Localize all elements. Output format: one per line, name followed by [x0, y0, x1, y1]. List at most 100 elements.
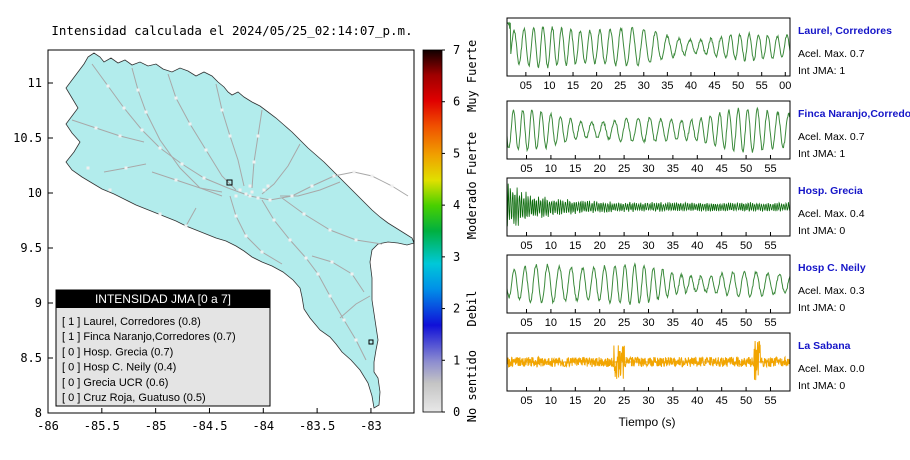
waveform-tick-label: 10 — [543, 80, 555, 92]
waveform-trace — [506, 262, 791, 305]
waveform-tick-label: 45 — [716, 395, 728, 407]
waveform-tick-label: 35 — [667, 240, 679, 252]
station-int-jma: Int JMA: 1 — [798, 148, 845, 160]
station-acel-max: Acel. Max. 0.3 — [798, 285, 865, 297]
waveform-tick-label: 50 — [740, 240, 752, 252]
waveform-panel: 05 10 15 20 25 30 35 40 45 50 55 La Sabana Acel. Max… — [506, 332, 865, 407]
waveform-tick-label: 35 — [661, 80, 673, 92]
colorbar-tick-label: 7 — [453, 43, 460, 57]
waveform-tick-label: 15 — [569, 317, 581, 329]
station-int-jma: Int JMA: 0 — [798, 225, 845, 237]
colorbar-tick-label: 1 — [453, 353, 460, 367]
station-name: La Sabana — [798, 340, 851, 352]
waveform-tick-label: 10 — [545, 163, 557, 175]
waveform-tick-label: 20 — [594, 163, 606, 175]
map-x-tick-label: -84.5 — [191, 419, 227, 433]
station-acel-max: Acel. Max. 0.7 — [798, 48, 865, 60]
station-name: Hosp C. Neily — [798, 262, 866, 274]
waveform-tick-label: 55 — [764, 240, 776, 252]
waveform-tick-label: 20 — [590, 80, 602, 92]
waveform-tick-label: 40 — [685, 80, 697, 92]
colorbar-tick-label: 5 — [453, 146, 460, 160]
waveform-frame — [506, 17, 791, 77]
colorbar-category-label: Fuerte — [465, 132, 479, 175]
colorbar-gradient — [422, 49, 443, 413]
map-x-tick-label: -83 — [360, 419, 382, 433]
waveform-tick-label: 30 — [642, 395, 654, 407]
waveform-tick-label: 05 — [520, 317, 532, 329]
map-x-tick-label: -85 — [145, 419, 167, 433]
map-y-axis: 11 10.5 10 9.5 9 8.5 8 — [13, 76, 53, 420]
waveform-tick-label: 40 — [691, 163, 703, 175]
waveform-tick-label: 15 — [569, 395, 581, 407]
waveform-tick-label: 10 — [545, 240, 557, 252]
intensity-colorbar: 0 1 2 3 4 5 6 7 No sentido Debil Moderado Fuerte Mu… — [422, 40, 479, 422]
waveform-tick-label: 05 — [520, 395, 532, 407]
waveform-panels: 05 10 15 20 25 30 35 40 45 50 55 00 Laurel, Corredor… — [506, 17, 910, 407]
map-y-tick-label: 10 — [28, 186, 42, 200]
colorbar-category-label: Debil — [465, 291, 479, 327]
map-y-tick-label: 9.5 — [20, 241, 42, 255]
station-acel-max: Acel. Max. 0.4 — [798, 208, 865, 220]
waveform-tick-label: 45 — [708, 80, 720, 92]
colorbar-category-label: Muy Fuerte — [465, 40, 479, 112]
waveform-trace — [506, 21, 791, 69]
map-y-tick-label: 10.5 — [13, 131, 42, 145]
colorbar-category-label: No sentido — [465, 350, 479, 422]
waveform-tick-label: 45 — [716, 317, 728, 329]
map-title: Intensidad calculada el 2024/05/25_02:14… — [51, 23, 412, 38]
colorbar-tick-label: 2 — [453, 302, 460, 316]
waveform-tick-label: 55 — [764, 317, 776, 329]
waveform-tick-label: 15 — [569, 240, 581, 252]
waveform-tick-label: 50 — [740, 163, 752, 175]
station-marker — [368, 339, 374, 345]
waveform-tick-label: 25 — [618, 240, 630, 252]
station-int-jma: Int JMA: 1 — [798, 65, 845, 77]
waveform-tick-label: 25 — [618, 395, 630, 407]
waveform-tick-label: 10 — [545, 317, 557, 329]
waveform-tick-label: 45 — [716, 163, 728, 175]
station-acel-max: Acel. Max. 0.7 — [798, 131, 865, 143]
map-x-tick-label: -83.5 — [299, 419, 335, 433]
legend-item: [ 0 ] Hosp. Grecia (0.7) — [62, 346, 173, 358]
colorbar-category-label: Moderado — [465, 181, 479, 239]
waveform-tick-label: 00 — [779, 80, 791, 92]
waveform-tick-label: 40 — [691, 240, 703, 252]
waveform-tick-label: 35 — [667, 163, 679, 175]
colorbar-tick-label: 3 — [453, 250, 460, 264]
legend-item: [ 1 ] Finca Naranjo,Corredores (0.7) — [62, 331, 236, 343]
costa-rica-land — [65, 52, 415, 409]
waveform-panel: 05 10 15 20 25 30 35 40 45 50 55 Finca Naranjo,Corr… — [506, 100, 910, 175]
waveform-tick-label: 45 — [716, 240, 728, 252]
waveform-tick-label: 30 — [638, 80, 650, 92]
waveform-panel: 05 10 15 20 25 30 35 40 45 50 55 Hosp. Grecia Acel. … — [506, 177, 865, 252]
waveform-tick-label: 05 — [520, 240, 532, 252]
waveform-trace — [506, 340, 791, 381]
waveform-panel: 05 10 15 20 25 30 35 40 45 50 55 Hosp C. Neily Acel.… — [506, 254, 866, 329]
map-y-tick-label: 8 — [35, 406, 42, 420]
colorbar-tick-label: 6 — [453, 95, 460, 109]
waveform-tick-label: 40 — [691, 395, 703, 407]
waveform-tick-label: 25 — [614, 80, 626, 92]
waveform-panel: 05 10 15 20 25 30 35 40 45 50 55 00 Laurel, Corredor… — [506, 17, 892, 92]
waveform-tick-label: 55 — [764, 395, 776, 407]
map-y-tick-label: 11 — [28, 76, 42, 90]
waveform-tick-label: 20 — [594, 240, 606, 252]
waveform-tick-label: 20 — [594, 317, 606, 329]
waveform-tick-label: 55 — [756, 80, 768, 92]
town-markers — [86, 84, 394, 342]
waveform-tick-label: 40 — [691, 317, 703, 329]
epicenter-marker — [226, 179, 233, 186]
map-x-axis: -86 -85.5 -85 -84.5 -84 -83.5 -83 — [37, 408, 382, 433]
waveform-trace — [506, 106, 791, 153]
station-acel-max: Acel. Max. 0.0 — [798, 363, 865, 375]
waveform-tick-label: 20 — [594, 395, 606, 407]
waveform-tick-label: 35 — [667, 395, 679, 407]
waveform-tick-label: 05 — [520, 80, 532, 92]
waveform-tick-label: 25 — [618, 163, 630, 175]
waveform-tick-label: 50 — [740, 317, 752, 329]
legend-item: [ 0 ] Grecia UCR (0.6) — [62, 377, 168, 389]
map-x-tick-label: -84 — [252, 419, 274, 433]
legend-item: [ 1 ] Laurel, Corredores (0.8) — [62, 316, 201, 328]
